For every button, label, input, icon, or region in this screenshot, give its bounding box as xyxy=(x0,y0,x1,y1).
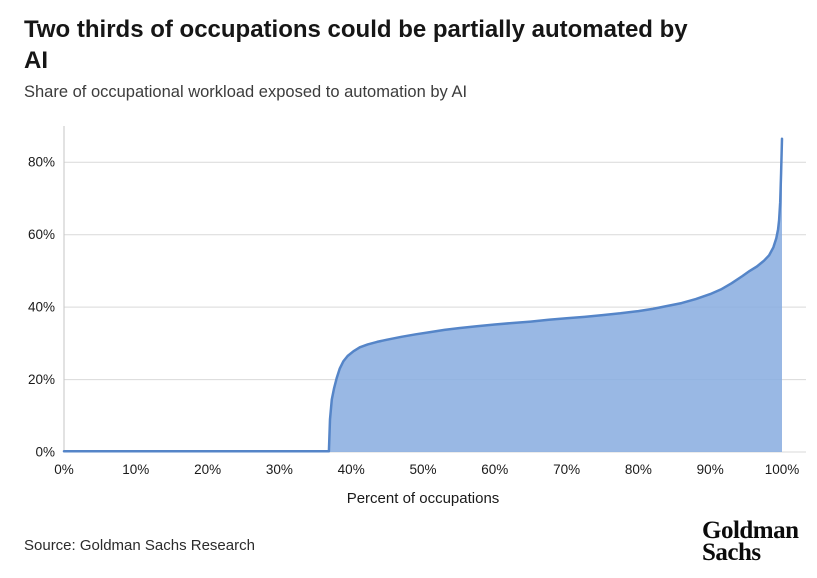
y-tick-label: 60% xyxy=(28,227,55,242)
x-tick-label: 60% xyxy=(481,462,508,477)
area-outline xyxy=(62,137,784,453)
x-tick-label: 20% xyxy=(194,462,221,477)
x-tick-label: 90% xyxy=(697,462,724,477)
x-tick-label: 70% xyxy=(553,462,580,477)
x-tick-label: 0% xyxy=(54,462,74,477)
title-line-1: Two thirds of occupations could be parti… xyxy=(24,16,688,43)
title-line-2: AI xyxy=(24,47,48,74)
x-tick-label: 80% xyxy=(625,462,652,477)
goldman-sachs-logo: Goldman Sachs xyxy=(702,517,802,566)
y-tick-label: 20% xyxy=(28,372,55,387)
x-tick-label: 10% xyxy=(122,462,149,477)
x-tick-label: 100% xyxy=(765,462,800,477)
page-subtitle: Share of occupational workload exposed t… xyxy=(24,83,468,101)
page-title: Two thirds of occupations could be parti… xyxy=(24,14,804,76)
y-tick-label: 40% xyxy=(28,300,55,315)
y-tick-label: 0% xyxy=(35,445,55,460)
source-text: Source: Goldman Sachs Research xyxy=(24,537,255,554)
x-tick-label: 50% xyxy=(409,462,436,477)
logo-line-1: Goldman xyxy=(702,517,799,544)
x-tick-label: 30% xyxy=(266,462,293,477)
logo-line-2: Sachs xyxy=(702,539,761,566)
x-tick-label: 40% xyxy=(338,462,365,477)
x-axis-title: Percent of occupations xyxy=(347,490,500,507)
y-tick-label: 80% xyxy=(28,155,55,170)
area-fill xyxy=(64,138,782,452)
